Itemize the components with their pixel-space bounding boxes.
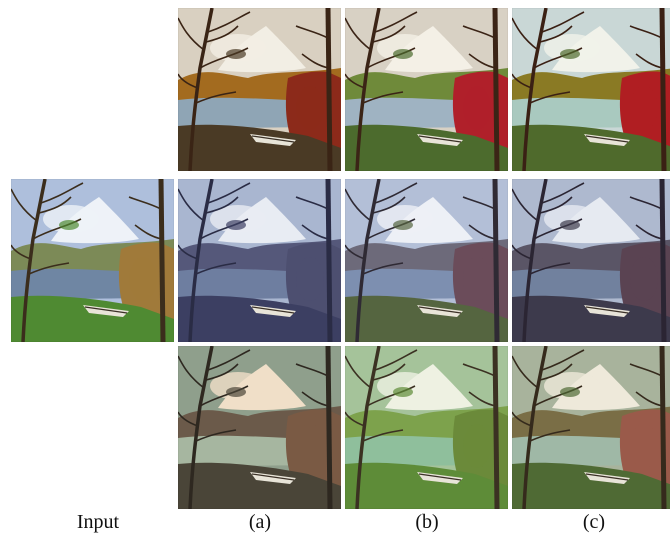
landscape-image: [345, 346, 508, 509]
caption-input: Input: [76, 511, 120, 533]
stylized-image-b-row3: [345, 346, 508, 509]
stylized-image-c-row3: [512, 346, 670, 509]
stylized-image-a-row3: [178, 346, 341, 509]
stylized-image-b-row2: [345, 179, 508, 342]
landscape-image: [178, 179, 341, 342]
stylized-image-c-row2: [512, 179, 670, 342]
landscape-image: [512, 179, 670, 342]
landscape-image: [345, 179, 508, 342]
stylized-image-a-row2: [178, 179, 341, 342]
landscape-image: [512, 346, 670, 509]
landscape-image: [178, 346, 341, 509]
stylized-image-b-row1: [345, 8, 508, 171]
caption-a: (a): [248, 511, 272, 533]
caption-c: (c): [582, 511, 606, 533]
input-photo: [11, 179, 174, 342]
stylized-image-c-row1: [512, 8, 670, 171]
landscape-image: [512, 8, 670, 171]
landscape-image: [11, 179, 174, 342]
caption-b: (b): [415, 511, 439, 533]
landscape-image: [178, 8, 341, 171]
stylized-image-a-row1: [178, 8, 341, 171]
landscape-image: [345, 8, 508, 171]
